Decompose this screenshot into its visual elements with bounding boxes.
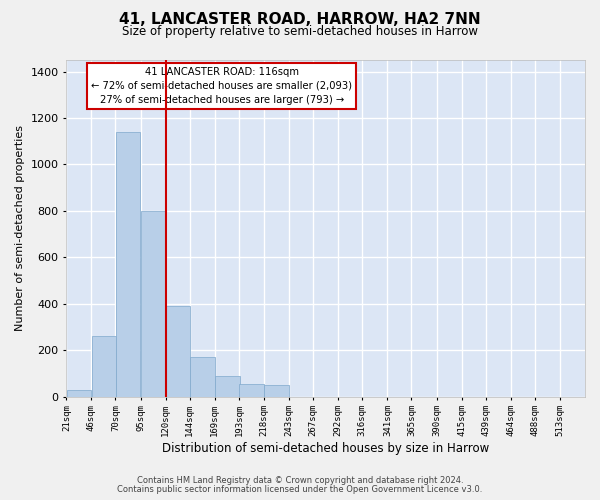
Bar [166, 306, 190, 396]
Bar [239, 384, 264, 396]
Text: Contains public sector information licensed under the Open Government Licence v3: Contains public sector information licen… [118, 485, 482, 494]
Text: 41 LANCASTER ROAD: 116sqm
← 72% of semi-detached houses are smaller (2,093)
27% : 41 LANCASTER ROAD: 116sqm ← 72% of semi-… [91, 66, 352, 104]
Text: 41, LANCASTER ROAD, HARROW, HA2 7NN: 41, LANCASTER ROAD, HARROW, HA2 7NN [119, 12, 481, 28]
Text: Size of property relative to semi-detached houses in Harrow: Size of property relative to semi-detach… [122, 25, 478, 38]
Bar [264, 385, 289, 396]
X-axis label: Distribution of semi-detached houses by size in Harrow: Distribution of semi-detached houses by … [162, 442, 489, 455]
Bar [92, 336, 116, 396]
Bar [141, 211, 166, 396]
Bar [215, 376, 239, 396]
Y-axis label: Number of semi-detached properties: Number of semi-detached properties [15, 126, 25, 332]
Bar [116, 132, 140, 396]
Bar [67, 390, 91, 396]
Bar [190, 357, 215, 397]
Text: Contains HM Land Registry data © Crown copyright and database right 2024.: Contains HM Land Registry data © Crown c… [137, 476, 463, 485]
